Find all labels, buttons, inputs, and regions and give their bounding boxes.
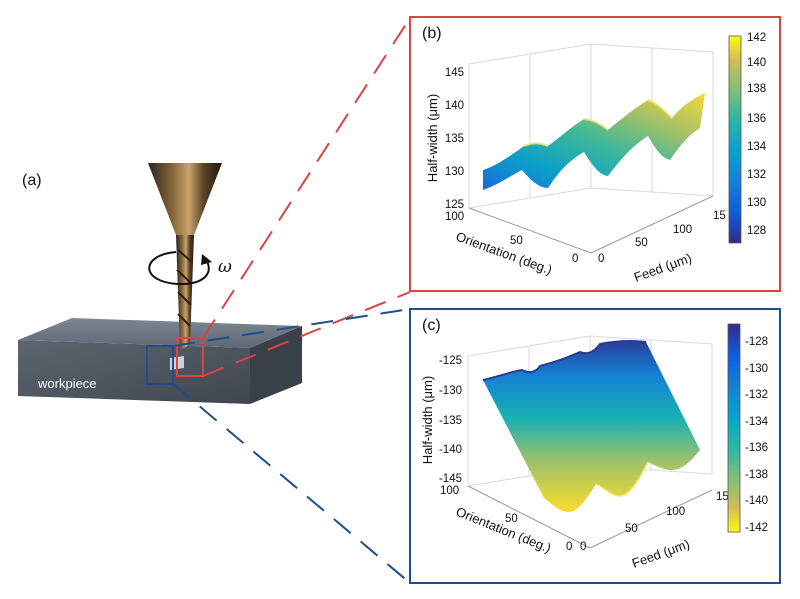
b-colorbar-tick: 136 — [747, 113, 766, 125]
b-feed-tick: 100 — [673, 224, 692, 236]
b-colorbar-ticks: 142 140 138 136 134 132 130 128 — [747, 32, 767, 237]
c-colorbar-ticks: -128 -130 -132 -134 -136 -138 -140 -142 — [745, 336, 769, 534]
c-orientation-tick: 50 — [505, 513, 518, 525]
workpiece-front-face — [18, 340, 250, 404]
zoom-box-blue — [146, 345, 174, 385]
b-colorbar-tick: 140 — [747, 57, 766, 69]
b-orientation-tick: 50 — [510, 235, 523, 247]
b-feed-tick: 15 — [713, 210, 726, 222]
b-z-tick: 140 — [445, 100, 464, 112]
c-colorbar-tick: -130 — [745, 363, 768, 375]
c-colorbar-tick: -132 — [745, 389, 768, 401]
b-z-axis-label: Half-width (μm) — [425, 94, 440, 182]
b-feed-tick: 0 — [598, 253, 604, 265]
panel-c-z-ticks: -125 -130 -135 -140 -145 — [439, 355, 462, 485]
c-feed-tick: 100 — [666, 506, 685, 518]
c-colorbar-tick: -128 — [745, 336, 768, 348]
b-colorbar-tick: 130 — [747, 197, 766, 209]
c-orientation-tick: 100 — [440, 485, 459, 497]
c-colorbar — [727, 323, 741, 533]
c-z-tick: -140 — [439, 444, 462, 456]
workpiece-label: workpiece — [37, 376, 97, 391]
b-colorbar-tick: 142 — [747, 32, 766, 44]
c-feed-tick: 50 — [625, 523, 638, 535]
c-colorbar-tick: -138 — [745, 469, 768, 481]
b-colorbar — [728, 35, 742, 244]
b-colorbar-tick: 138 — [747, 83, 766, 95]
connector-red-top — [202, 17, 411, 339]
c-colorbar-tick: -140 — [745, 495, 768, 507]
c-colorbar-tick: -134 — [745, 416, 769, 428]
connector-blue-top — [172, 308, 411, 347]
b-colorbar-tick: 132 — [747, 169, 766, 181]
zoom-box-red — [176, 337, 204, 377]
panel-c-letter: (c) — [422, 317, 441, 334]
workpiece-side-face — [250, 326, 302, 404]
panel-b-surface — [483, 93, 705, 190]
panel-b-z-ticks: 145 140 135 130 125 — [445, 67, 464, 211]
b-colorbar-tick: 134 — [747, 141, 767, 153]
b-feed-tick: 50 — [635, 237, 648, 249]
c-colorbar-tick: -136 — [745, 442, 768, 454]
c-z-tick: -130 — [439, 385, 462, 397]
c-z-axis-label: Half-width (μm) — [420, 376, 435, 464]
c-z-tick: -145 — [439, 473, 462, 485]
b-z-tick: 125 — [445, 199, 464, 211]
milling-tool — [148, 163, 222, 350]
connector-red-bottom — [202, 291, 411, 377]
panel-b: (b) 145 140 135 130 125 Half-width (μm) … — [409, 16, 781, 292]
c-z-tick: -125 — [439, 355, 462, 367]
b-orientation-tick: 100 — [445, 211, 464, 223]
b-orientation-tick: 0 — [572, 253, 578, 265]
connector-blue-bottom — [172, 383, 411, 584]
flute-lines — [176, 249, 193, 327]
panel-b-letter: (b) — [422, 25, 442, 42]
panel-c: (c) -125 -130 -135 -140 -145 Half-width … — [409, 308, 781, 584]
panel-c-surface — [482, 339, 700, 512]
rotation-arrow-icon — [148, 251, 212, 286]
panel-a: (a) workpiece ω — [18, 17, 411, 584]
panel-a-letter: (a) — [22, 172, 42, 189]
c-feed-tick: 0 — [580, 541, 586, 553]
b-colorbar-tick: 128 — [747, 225, 766, 237]
tool-flutes — [176, 235, 194, 350]
workpiece-top-face — [18, 318, 302, 348]
b-z-tick: 135 — [445, 133, 464, 145]
tool-shank — [148, 163, 222, 235]
workpiece-block — [18, 318, 302, 404]
b-z-tick: 145 — [445, 67, 464, 79]
c-orientation-tick: 0 — [566, 541, 572, 553]
c-feed-tick: 15 — [716, 491, 729, 503]
omega-symbol: ω — [218, 257, 232, 277]
b-z-tick: 130 — [445, 166, 464, 178]
c-colorbar-tick: -142 — [745, 522, 768, 534]
c-z-tick: -135 — [439, 415, 462, 427]
